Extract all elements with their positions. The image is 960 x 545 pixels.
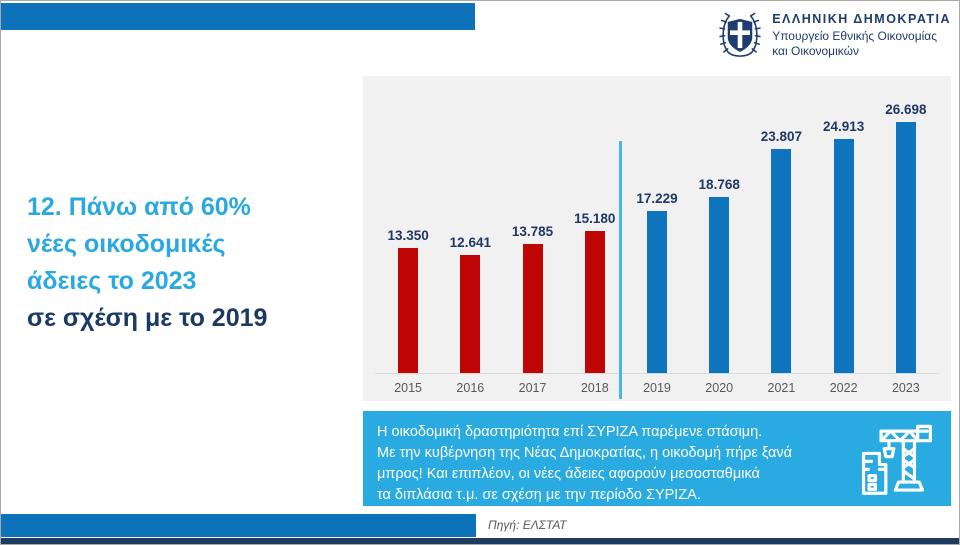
bar-value-label-2021: 23.807 [760,129,803,144]
bar-2019 [646,211,667,374]
bar-2016 [460,255,481,374]
x-axis-label-2016: 2016 [456,381,485,395]
x-axis-label-2018: 2018 [580,381,609,395]
government-header: ΕΛΛΗΝΙΚΗ ΔΗΜΟΚΡΑΤΙΑ Υπουργείο Εθνικής Οι… [717,11,951,59]
top-accent-bar [1,3,475,30]
bar-value-label-2019: 17.229 [636,191,678,206]
bar-column-2018: 15.180 [564,211,626,374]
bar-value-label-2015: 13.350 [387,228,429,243]
bar-column-2023: 26.698 [875,102,937,374]
slide-title: 12. Πάνω από 60% νέες οικοδομικές άδειες… [27,189,347,337]
x-axis-label-2017: 2017 [518,381,547,395]
bar-value-label-2018: 15.180 [574,211,616,226]
commentary-line1: Η οικοδομική δραστηριότητα επί ΣΥΡΙΖΑ πα… [377,424,763,440]
commentary-box: Η οικοδομική δραστηριότητα επί ΣΥΡΙΖΑ πα… [363,411,951,506]
bar-2017 [522,244,543,374]
x-axis-label-2023: 2023 [891,381,920,395]
construction-crane-icon [861,424,932,495]
x-axis-label-2022: 2022 [829,381,858,395]
greek-coat-of-arms-icon [719,12,761,57]
bar-column-2020: 18.768 [688,177,750,374]
bottom-edge-strip [1,538,959,544]
chart-bars-area: 13.350 12.641 13.785 15.180 17.229 18.768 23.8… [377,84,937,374]
ministry-label-line1: Υπουργείο Εθνικής Οικονομίας [772,28,938,43]
x-axis-label-2020: 2020 [705,381,734,395]
bar-2020 [709,197,730,374]
bar-value-label-2016: 12.641 [449,235,491,250]
bar-column-2019: 17.229 [626,191,688,374]
bar-column-2015: 13.350 [377,228,439,374]
slide-title-line4: σε σχέση με το 2019 [27,304,268,332]
slide-title-line3: άδειες το 2023 [27,267,197,295]
x-axis-label-2015: 2015 [394,381,423,395]
slide-title-line2: νέες οικοδομικές [27,230,226,258]
government-header-text: ΕΛΛΗΝΙΚΗ ΔΗΜΟΚΡΑΤΙΑ Υπουργείο Εθνικής Οι… [772,12,951,59]
period-divider-line [619,141,622,399]
slide-title-line1: 12. Πάνω από 60% [27,193,251,221]
bar-2018 [584,231,605,374]
commentary-line2: Με την κυβέρνηση της Νέας Δημοκρατίας, η… [377,445,793,461]
commentary-line3: μπρος! Και επιπλέον, οι νέες άδειες αφορ… [377,466,760,482]
bar-column-2016: 12.641 [439,235,501,374]
hellenic-republic-label: ΕΛΛΗΝΙΚΗ ΔΗΜΟΚΡΑΤΙΑ [772,11,951,26]
bar-value-label-2022: 24.913 [822,119,865,134]
x-axis-labels: 2015 2016 2017 2018 2019 2020 2021 2022 2023 [377,374,937,401]
bar-value-label-2020: 18.768 [698,177,740,192]
x-axis-line [375,373,939,374]
source-label: Πηγή: ΕΛΣΤΑΤ [488,518,567,532]
bar-column-2022: 24.913 [813,119,875,374]
building-permits-bar-chart: 13.350 12.641 13.785 15.180 17.229 18.768 23.8… [363,76,951,401]
x-axis-label-2019: 2019 [643,381,671,395]
x-axis-label-2021: 2021 [767,381,796,395]
bar-column-2021: 23.807 [750,129,812,374]
bar-column-2017: 13.785 [501,224,563,374]
ministry-label-line2: και Οικονομικών [772,43,859,58]
bar-2022 [833,139,854,374]
bar-2023 [895,122,916,374]
bar-2015 [398,248,419,374]
footer-accent-bar [1,514,476,537]
bar-2021 [771,149,792,374]
bar-value-label-2017: 13.785 [511,224,554,239]
bar-value-label-2023: 26.698 [885,102,927,117]
commentary-line4: τα διπλάσια τ.μ. σε σχέση με την περίοδο… [377,487,701,503]
